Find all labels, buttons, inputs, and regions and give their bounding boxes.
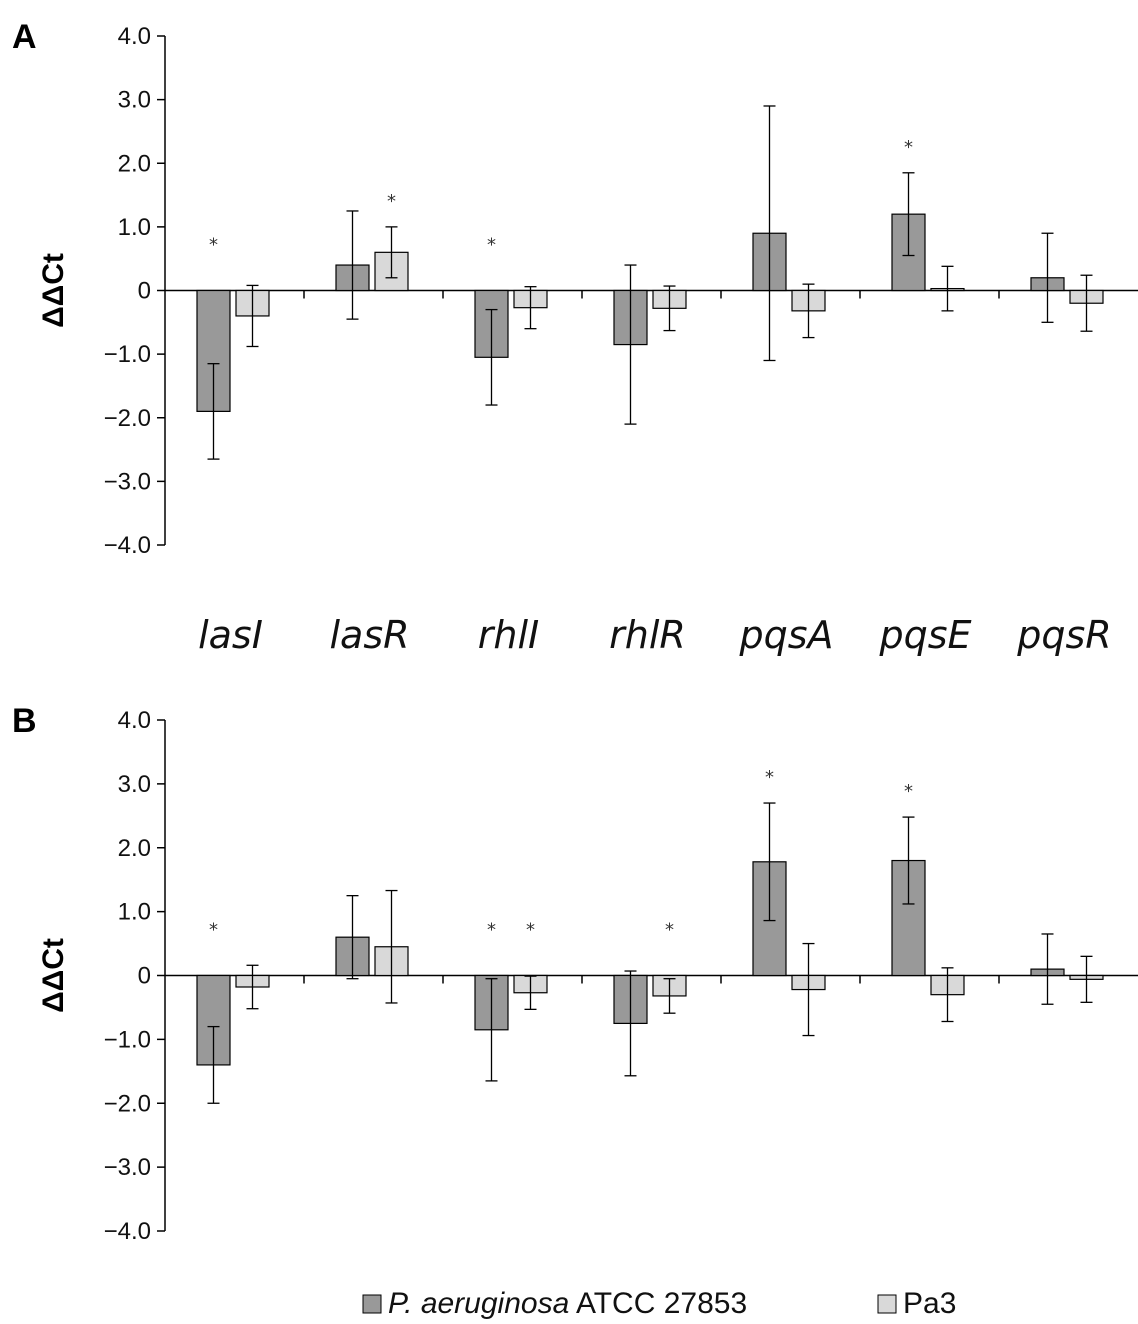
significance-star: *	[526, 920, 535, 941]
legend-swatch-series2	[877, 1294, 897, 1314]
y-tick-label: 1.0	[118, 899, 151, 926]
panel-a-chart: A 4.0 3.0 2.0 1.0 0 −1.0 −2.0 −3.0 −4.0 ΔΔCt * * * *	[12, 18, 1138, 559]
legend-label-series1-italic: P. aeruginosa	[388, 1287, 569, 1320]
y-tick-label: 0	[138, 278, 151, 305]
category-label-rhli: rhlI	[478, 613, 539, 657]
y-tick-label: 4.0	[118, 707, 151, 734]
y-tick-label: −2.0	[104, 1090, 151, 1117]
category-label-pqsr: pqsR	[1016, 613, 1111, 657]
y-tick-label: 2.0	[118, 835, 151, 862]
category-label-pqse: pqsE	[878, 613, 971, 657]
category-label-rhlr: rhlR	[609, 613, 686, 657]
significance-star: *	[487, 235, 496, 256]
significance-star: *	[904, 137, 913, 158]
significance-star: *	[209, 235, 218, 256]
significance-star: *	[209, 920, 218, 941]
category-labels: lasI lasR rhlI rhlR pqsA pqsE pqsR	[198, 613, 1112, 657]
significance-star: *	[765, 767, 774, 788]
y-tick-label: −3.0	[104, 1154, 151, 1181]
category-label-lasr: lasR	[329, 613, 409, 657]
y-tick-label: −1.0	[104, 341, 151, 368]
y-tick-label: −4.0	[104, 532, 151, 559]
significance-star: *	[665, 920, 674, 941]
significance-star: *	[387, 191, 396, 212]
legend-label-series1-rest: ATCC 27853	[569, 1287, 747, 1320]
y-tick-label: 0	[138, 963, 151, 990]
category-label-lasi: lasI	[198, 613, 263, 657]
y-axis-label: ΔΔCt	[37, 938, 70, 1013]
y-tick-label: 3.0	[118, 771, 151, 798]
significance-star: *	[487, 920, 496, 941]
significance-star: *	[904, 781, 913, 802]
y-tick-label: 4.0	[118, 23, 151, 50]
y-tick-label: 2.0	[118, 150, 151, 177]
category-label-pqsa: pqsA	[738, 613, 833, 657]
panel-b-chart: B 4.0 3.0 2.0 1.0 0 −1.0 −2.0 −3.0 −4.0 ΔΔCt * * * * * *	[12, 702, 1138, 1245]
svg-text:P. aeruginosa ATCC 27853: P. aeruginosa ATCC 27853	[388, 1287, 747, 1320]
panel-letter-a: A	[12, 18, 37, 56]
y-tick-label: 3.0	[118, 87, 151, 114]
y-axis-label: ΔΔCt	[37, 253, 70, 328]
y-tick-label: −2.0	[104, 405, 151, 432]
legend-label-series2: Pa3	[903, 1287, 956, 1320]
panel-letter-b: B	[12, 702, 37, 740]
y-tick-label: 1.0	[118, 214, 151, 241]
legend-swatch-series1	[362, 1294, 382, 1314]
y-tick-label: −4.0	[104, 1218, 151, 1245]
y-tick-label: −3.0	[104, 468, 151, 495]
y-tick-label: −1.0	[104, 1026, 151, 1053]
chart-legend: P. aeruginosa ATCC 27853 Pa3	[362, 1287, 956, 1320]
